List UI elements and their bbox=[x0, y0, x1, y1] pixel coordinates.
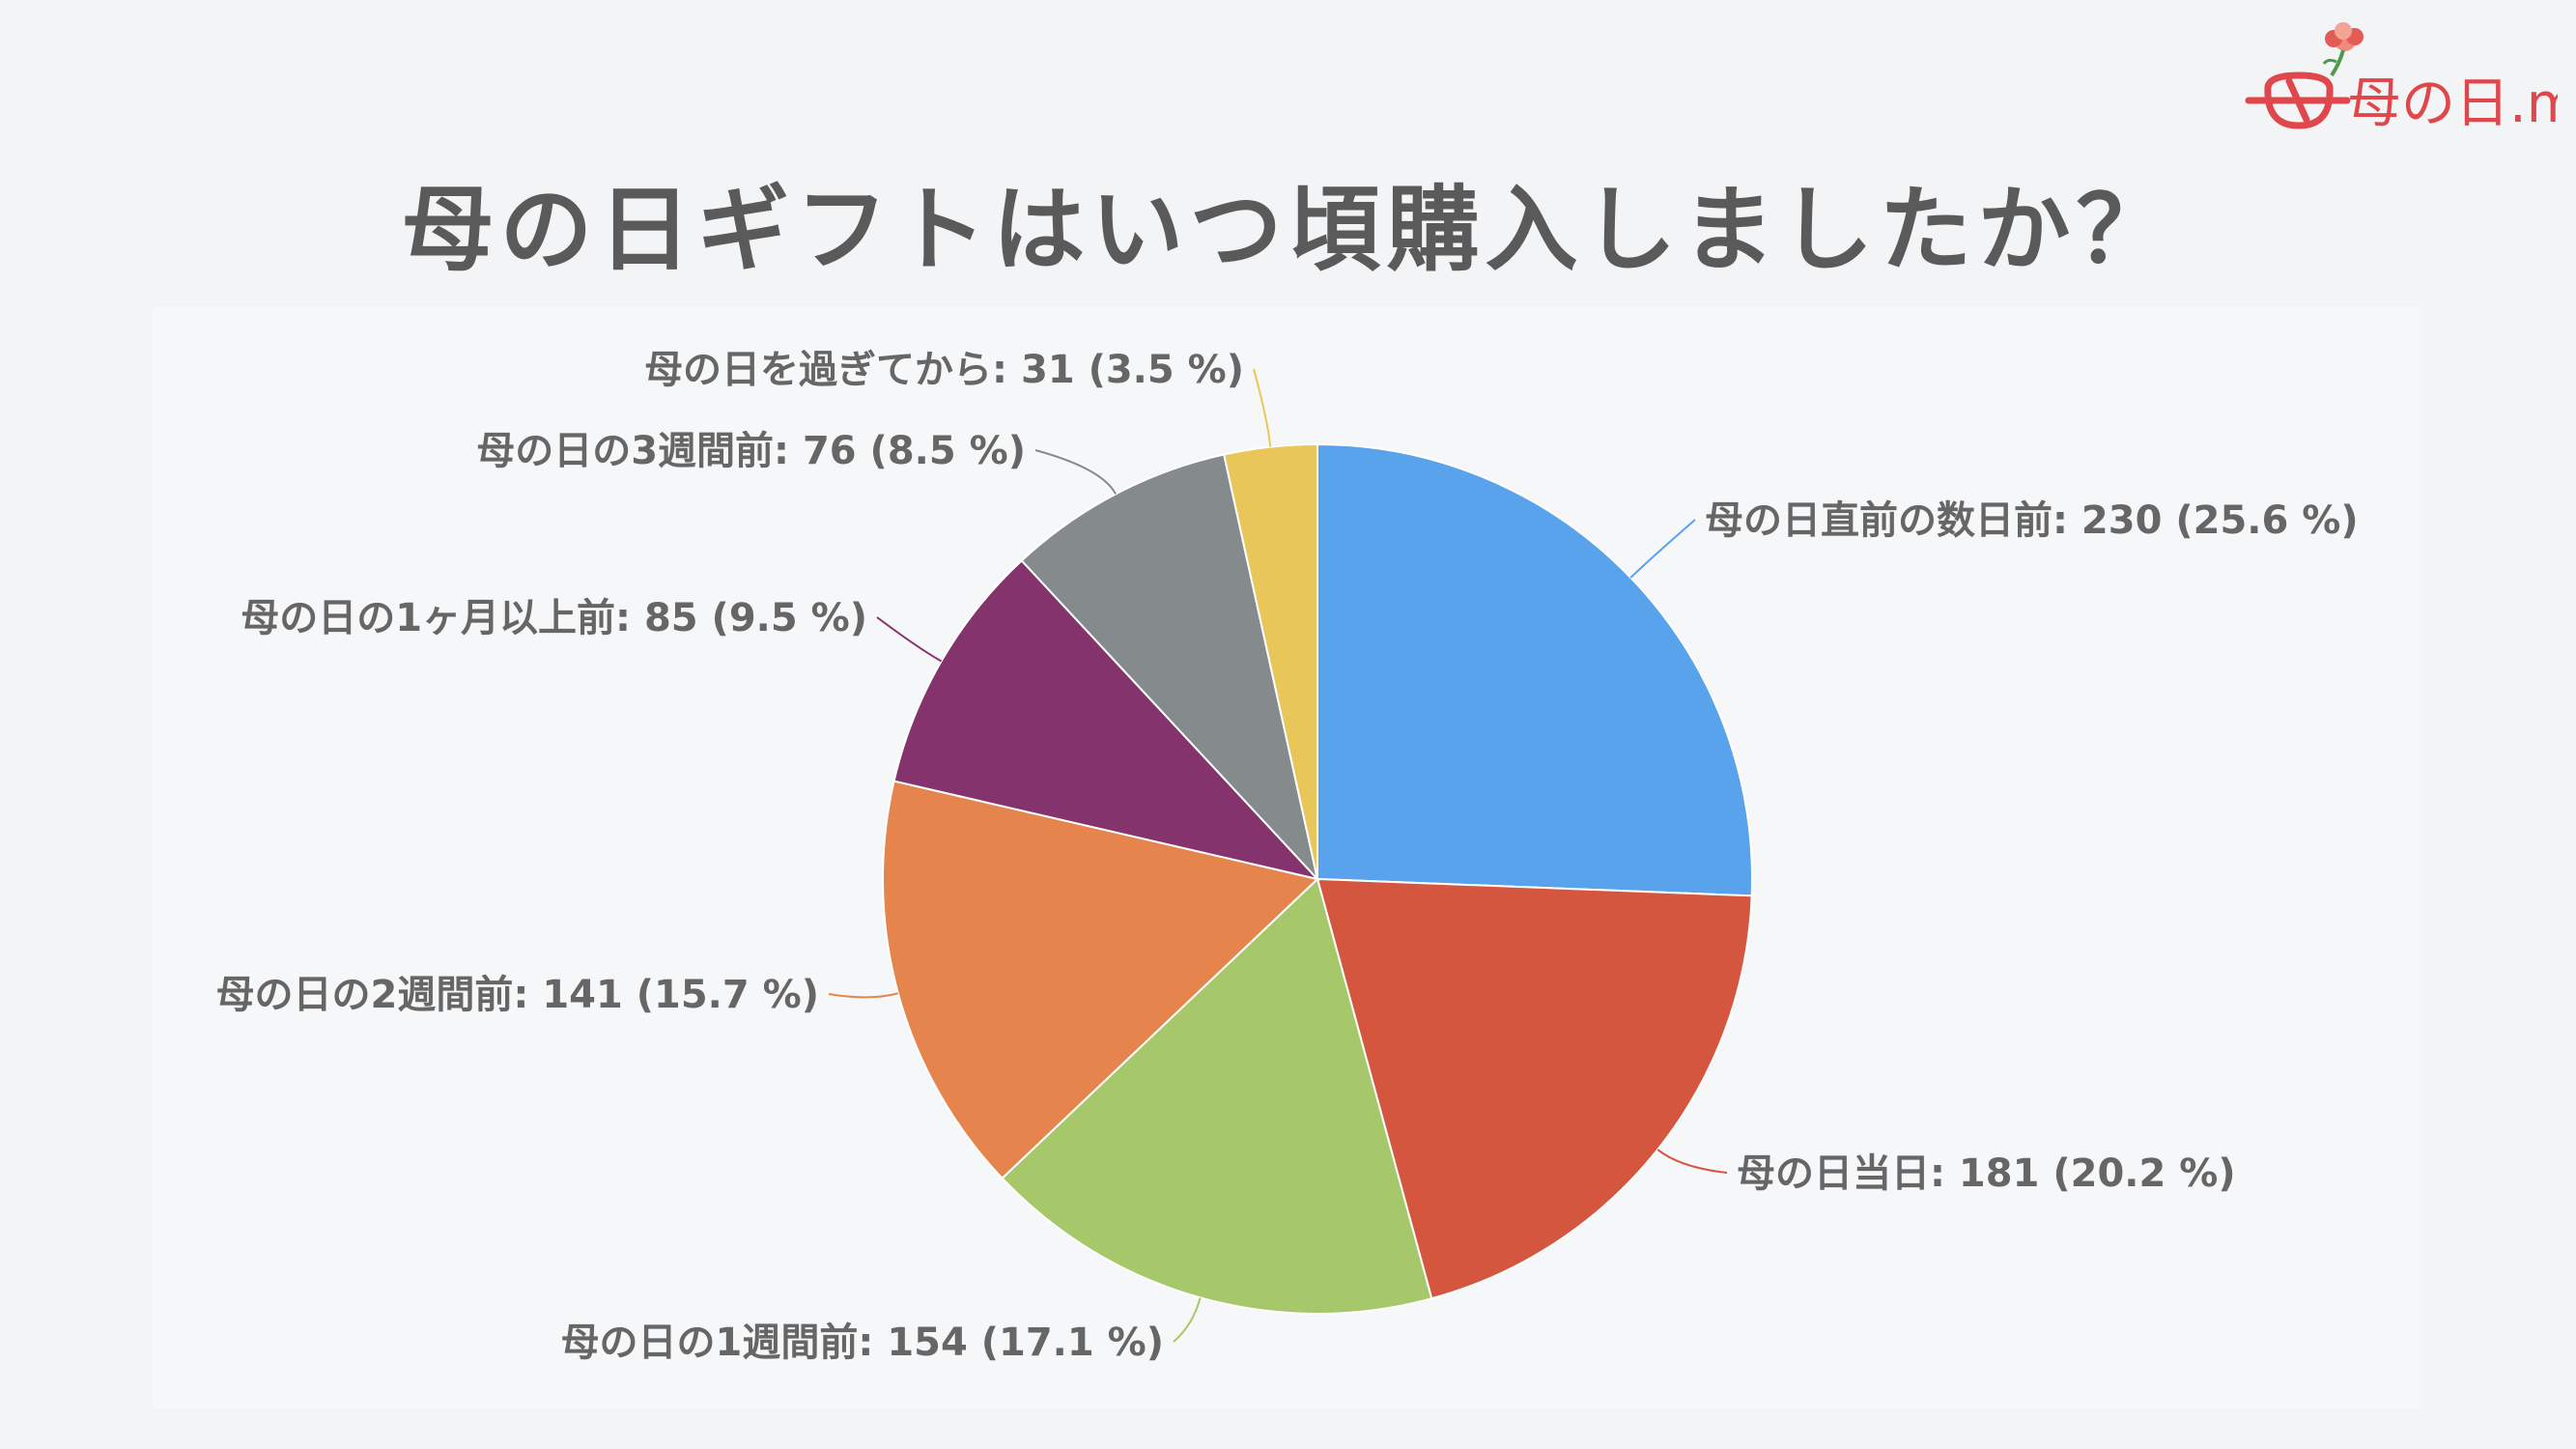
leader-line bbox=[1656, 1149, 1728, 1174]
mother-mark-icon bbox=[2245, 71, 2351, 129]
pie-slice[interactable] bbox=[1316, 442, 1754, 897]
page-title: 母の日ギフトはいつ頃購入しましたか？ bbox=[401, 176, 2175, 284]
leader-line bbox=[1629, 519, 1696, 579]
pie-slice[interactable] bbox=[1316, 877, 1753, 1300]
slice-label: 母の日を過ぎてから: 31 (3.5 %) bbox=[644, 348, 1244, 392]
pie-slice[interactable] bbox=[1222, 442, 1318, 880]
slice-label: 母の日直前の数日前: 230 (25.6 %) bbox=[1705, 498, 2359, 543]
leader-line bbox=[876, 616, 943, 663]
site-logo[interactable]: 母の日.me bbox=[2239, 17, 2576, 135]
carnation-icon bbox=[2322, 22, 2364, 77]
slice-label: 母の日の3週間前: 76 (8.5 %) bbox=[476, 429, 1026, 473]
logo-graphic: 母の日.me bbox=[2245, 22, 2576, 135]
slice-label: 母の日の1週間前: 154 (17.1 %) bbox=[561, 1321, 1164, 1365]
leader-line bbox=[1253, 368, 1272, 447]
leader-line bbox=[1034, 449, 1117, 495]
leader-line bbox=[1173, 1297, 1202, 1343]
leader-line bbox=[828, 992, 899, 999]
slice-label: 母の日の1ヶ月以上前: 85 (9.5 %) bbox=[241, 596, 867, 640]
logo-text: 母の日.me bbox=[2347, 72, 2558, 133]
slice-label: 母の日当日: 181 (20.2 %) bbox=[1737, 1151, 2236, 1196]
slice-label: 母の日の2週間前: 141 (15.7 %) bbox=[216, 973, 819, 1017]
